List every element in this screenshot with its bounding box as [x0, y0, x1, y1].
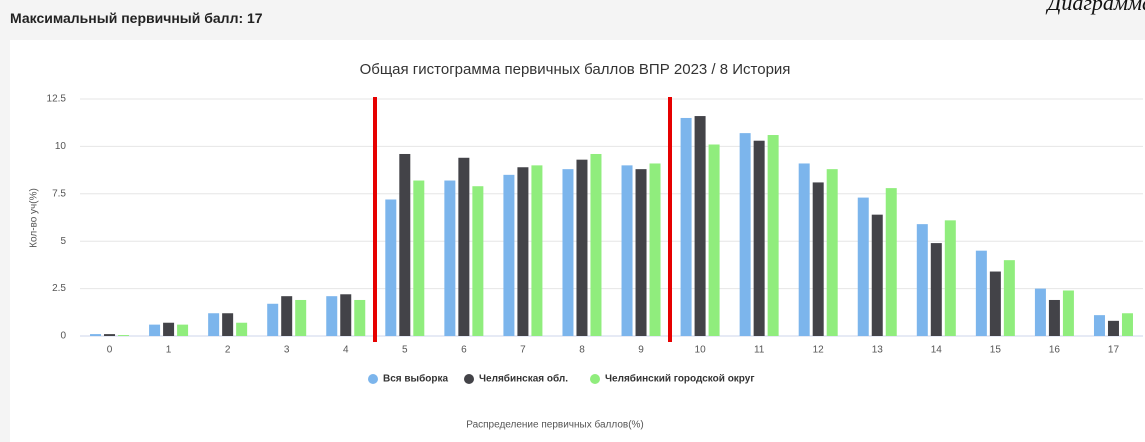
corner-title: Диаграмма [1047, 0, 1145, 15]
legend-marker [590, 374, 600, 384]
x-tick-label: 10 [695, 345, 707, 356]
x-tick-label: 12 [813, 345, 825, 356]
bar [326, 296, 338, 336]
y-tick-label: 0 [60, 331, 66, 342]
bar [590, 153, 602, 336]
y-axis-label: Кол-во уч(%) [29, 188, 40, 248]
bar [413, 180, 425, 336]
bar [826, 169, 838, 336]
bar [649, 163, 661, 336]
bar [562, 169, 574, 336]
bar [1093, 315, 1105, 336]
x-tick-label: 17 [1108, 345, 1120, 356]
x-tick-label: 8 [579, 345, 585, 356]
x-tick-label: 7 [520, 345, 526, 356]
bar [930, 243, 942, 336]
bar [472, 186, 484, 336]
bar [177, 324, 189, 336]
bar [1121, 313, 1133, 336]
bar [503, 174, 515, 336]
bar [635, 169, 647, 336]
x-tick-label: 15 [990, 345, 1002, 356]
y-tick-label: 10 [55, 141, 67, 152]
bar [739, 133, 751, 336]
bar [104, 334, 116, 336]
bar [208, 313, 220, 336]
x-tick-label: 6 [461, 345, 467, 356]
bar [812, 182, 824, 336]
bar [680, 117, 692, 337]
max-score: Максимальный первичный балл: 17 [10, 10, 263, 26]
x-tick-label: 16 [1049, 345, 1061, 356]
bar [767, 135, 779, 336]
legend-marker [368, 374, 378, 384]
bar [1003, 260, 1015, 336]
legend-label: Челябинская обл. [479, 373, 568, 385]
bar [295, 299, 307, 336]
bar [975, 250, 987, 336]
bar [340, 294, 352, 336]
bar [576, 159, 588, 336]
bar [458, 157, 470, 336]
bar [798, 163, 810, 336]
bar [267, 303, 279, 336]
bar [885, 188, 897, 336]
bar [944, 220, 956, 336]
bar [222, 313, 234, 336]
legend-marker [464, 374, 474, 384]
bar [1107, 320, 1119, 336]
bar [281, 296, 293, 336]
legend-label: Вся выборка [383, 373, 448, 385]
chart: Общая гистограмма первичных баллов ВПР 2… [10, 40, 1145, 442]
x-tick-label: 3 [284, 345, 290, 356]
bar [871, 214, 883, 336]
x-tick-label: 2 [225, 345, 231, 356]
x-tick-label: 4 [343, 345, 349, 356]
bar [708, 144, 720, 336]
x-tick-label: 1 [166, 345, 172, 356]
bar [385, 199, 397, 336]
bar [163, 322, 175, 336]
bar [621, 165, 633, 336]
y-tick-label: 7.5 [52, 188, 66, 199]
x-tick-label: 13 [872, 345, 884, 356]
bar [753, 140, 765, 336]
bar [1048, 299, 1060, 336]
x-axis-label: Распределение первичных баллов(%) [466, 419, 644, 431]
bar [149, 324, 161, 336]
bar [399, 153, 411, 336]
x-tick-label: 14 [931, 345, 943, 356]
x-tick-label: 9 [638, 345, 644, 356]
bar [1034, 288, 1046, 336]
chart-title: Общая гистограмма первичных баллов ВПР 2… [360, 61, 791, 78]
legend-label: Челябинский городской округ [605, 373, 755, 385]
x-tick-label: 11 [754, 345, 765, 356]
y-tick-label: 2.5 [52, 283, 66, 294]
bar [531, 165, 543, 336]
bar [236, 322, 248, 336]
bar [694, 116, 706, 337]
bar [354, 299, 366, 336]
bar [118, 335, 130, 336]
x-tick-label: 5 [402, 345, 408, 356]
bar [90, 334, 102, 336]
bar [989, 271, 1001, 336]
bar [444, 180, 456, 336]
bar [517, 167, 529, 336]
y-tick-label: 5 [60, 236, 66, 247]
bar [1062, 290, 1074, 336]
y-tick-label: 12.5 [47, 94, 67, 105]
bar [857, 197, 869, 336]
x-tick-label: 0 [107, 345, 113, 356]
bar [916, 224, 928, 336]
